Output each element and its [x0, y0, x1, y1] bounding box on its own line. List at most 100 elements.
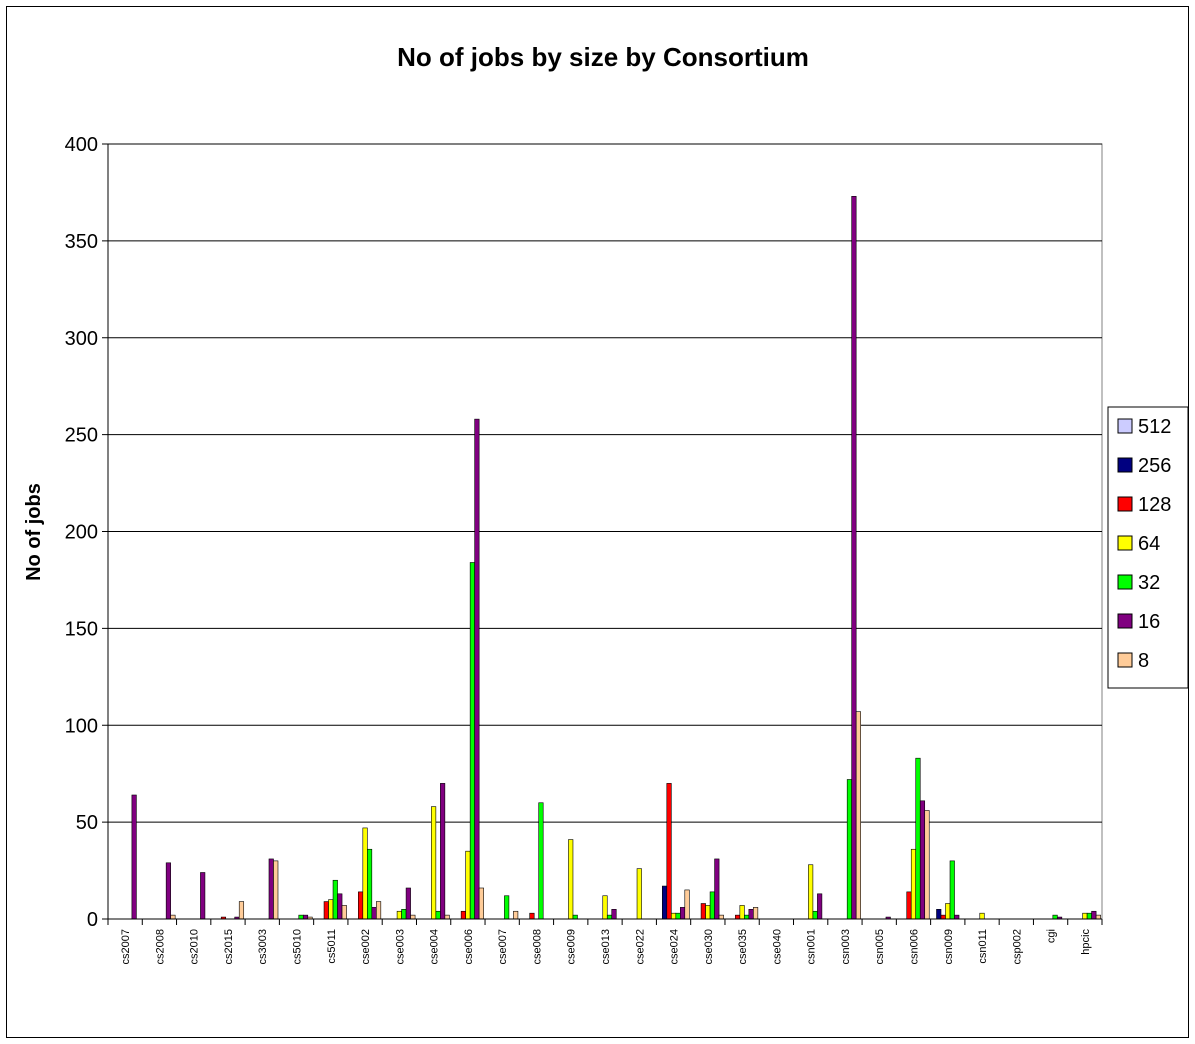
- x-tick-label: csn001: [806, 929, 818, 964]
- bar-32-cse006: [469, 562, 475, 920]
- bar-16-cse024: [679, 907, 686, 920]
- bar-32-cse013: [606, 914, 613, 920]
- bar-64-csn006: [910, 848, 917, 920]
- bar-8-cse007: [513, 910, 519, 920]
- bar-16-cse006: [474, 418, 480, 920]
- bar-8-cse003: [410, 914, 416, 920]
- bar-64-cs5011: [328, 899, 334, 920]
- chart-title: No of jobs by size by Consortium: [397, 42, 809, 72]
- bar-256-csn009: [936, 909, 942, 920]
- x-tick-label: cs2008: [154, 929, 166, 964]
- legend-label-32: 32: [1138, 572, 1160, 594]
- bar-64-cse002: [362, 827, 368, 920]
- bar-8-cse030: [718, 914, 724, 920]
- x-tick-label: csp002: [1011, 929, 1023, 964]
- y-axis-label: No of jobs: [23, 483, 45, 581]
- y-tick-label: 0: [87, 909, 98, 931]
- bar-16-cs2010: [200, 872, 206, 920]
- bar-16-hpcic: [1091, 910, 1097, 920]
- bar-16-cs5011: [337, 893, 343, 920]
- x-tick-label: cse030: [703, 929, 715, 964]
- bar-32-csn003: [846, 779, 852, 920]
- bar-64-cse030: [705, 905, 711, 920]
- x-tick-label: cgi: [1046, 929, 1058, 943]
- bar-32-cse002: [367, 848, 373, 920]
- x-tick-label: cs5011: [326, 929, 338, 964]
- bar-16-cse030: [714, 858, 720, 920]
- bar-16-cse035: [748, 909, 754, 920]
- bar-64-cse035: [739, 905, 745, 920]
- bar-16-cse003: [405, 887, 411, 920]
- bar-16-csn003: [851, 196, 857, 920]
- bar-64-cse003: [396, 910, 402, 920]
- bar-32-cs5011: [332, 879, 338, 920]
- bar-128-cs5011: [323, 901, 329, 920]
- legend-swatch-256: [1117, 457, 1133, 473]
- bar-64-csn001: [808, 864, 814, 920]
- x-tick-label: cs2015: [223, 929, 235, 964]
- bar-16-csn001: [817, 893, 823, 920]
- legend-label-16: 16: [1138, 611, 1160, 633]
- y-tick-label: 350: [65, 231, 98, 253]
- legend-swatch-512: [1117, 418, 1133, 434]
- x-tick-label: cse003: [394, 929, 406, 964]
- bar-8-cse004: [444, 914, 450, 920]
- x-axis-ticks: cs2007 cs2008 cs2010 cs2015 cs3003 cs5010 cs50…: [107, 919, 1103, 964]
- bar-8-cs3003: [273, 860, 279, 920]
- legend-swatch-32: [1117, 574, 1133, 590]
- bar-128-cse024: [666, 783, 672, 920]
- x-tick-label: cse002: [360, 929, 372, 964]
- legend-label-128: 128: [1138, 494, 1171, 516]
- y-tick-label: 150: [65, 618, 98, 640]
- bar-8-cs2008: [170, 914, 176, 920]
- bar-32-cse004: [435, 910, 441, 920]
- x-tick-label: cse004: [429, 929, 441, 964]
- y-axis-ticks: 0 50 100 150 200 250 300 350 400: [65, 134, 108, 931]
- legend: 512 256 128 64 32 16 8: [1107, 406, 1189, 689]
- bar-8-csn003: [855, 711, 861, 920]
- bar-8-hpcic: [1095, 914, 1101, 920]
- bar-64-hpcic: [1082, 912, 1088, 920]
- bar-32-cse024: [675, 912, 681, 920]
- bar-128-csn009: [940, 914, 946, 920]
- x-tick-label: csn011: [977, 929, 989, 964]
- x-tick-label: cse008: [531, 929, 543, 964]
- bar-8-cse002: [376, 901, 382, 920]
- bar-32-cse035: [744, 914, 750, 920]
- legend-swatch-64: [1117, 535, 1133, 551]
- bar-64-cse013: [602, 895, 608, 920]
- bar-8-cs2015: [238, 901, 245, 920]
- bar-256-cse024: [661, 885, 668, 920]
- bar-32-cgi: [1052, 914, 1058, 920]
- x-tick-label: cse035: [737, 929, 749, 964]
- legend-label-256: 256: [1138, 455, 1171, 477]
- bar-64-csn009: [945, 903, 951, 920]
- bar-32-cse009: [572, 914, 578, 920]
- legend-label-8: 8: [1138, 650, 1149, 672]
- bar-8-cse024: [684, 889, 690, 920]
- bar-32-cse007: [504, 895, 510, 920]
- x-tick-label: csn005: [874, 929, 886, 964]
- x-tick-label: cse007: [497, 929, 509, 964]
- bar-128-csn006: [906, 891, 912, 920]
- x-tick-label: cse022: [634, 929, 646, 964]
- x-tick-label: cs3003: [257, 929, 269, 964]
- x-tick-label: cs5010: [292, 929, 304, 964]
- bar-16-cs2007: [131, 794, 137, 920]
- bar-64-cse006: [465, 850, 471, 920]
- bar-128-cse035: [735, 914, 741, 920]
- bar-128-cse006: [460, 910, 466, 920]
- bar-64-cse022: [636, 868, 642, 920]
- bar-64-cse009: [568, 839, 574, 920]
- bar-32-cs5010: [298, 914, 304, 920]
- bar-64-cse024: [670, 912, 677, 920]
- bar-8-cs5011: [341, 905, 347, 920]
- y-tick-label: 250: [65, 425, 98, 447]
- bar-64-csn011: [979, 912, 985, 920]
- bar-16-csn006: [919, 800, 926, 920]
- x-tick-label: cse009: [566, 929, 578, 964]
- bar-128-cse008: [529, 912, 535, 920]
- bar-16-cs2008: [165, 862, 171, 920]
- bar-128-cse002: [358, 891, 364, 920]
- bar-32-cse003: [401, 909, 407, 920]
